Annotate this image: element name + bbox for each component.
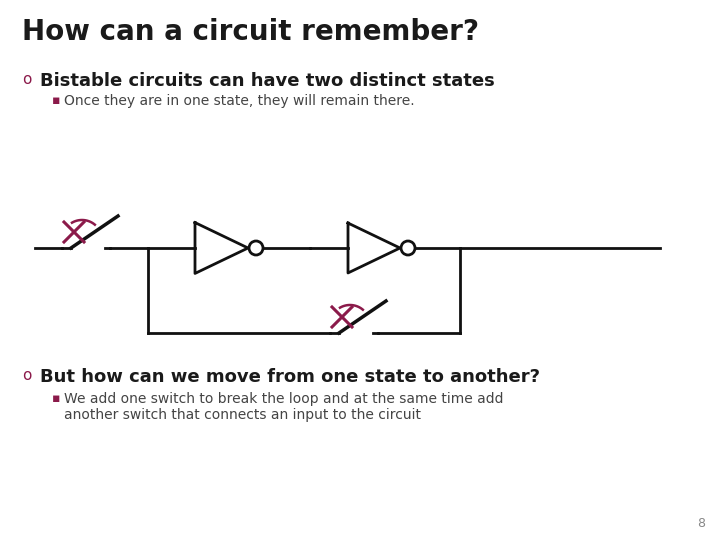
Text: ▪: ▪ <box>52 94 60 107</box>
Text: 8: 8 <box>697 517 705 530</box>
Text: ▪: ▪ <box>52 392 60 405</box>
Text: Bistable circuits can have two distinct states: Bistable circuits can have two distinct … <box>40 72 495 90</box>
Text: How can a circuit remember?: How can a circuit remember? <box>22 18 479 46</box>
Text: o: o <box>22 368 32 383</box>
Text: But how can we move from one state to another?: But how can we move from one state to an… <box>40 368 540 386</box>
Text: We add one switch to break the loop and at the same time add
another switch that: We add one switch to break the loop and … <box>64 392 503 422</box>
Text: o: o <box>22 72 32 87</box>
Text: Once they are in one state, they will remain there.: Once they are in one state, they will re… <box>64 94 415 108</box>
